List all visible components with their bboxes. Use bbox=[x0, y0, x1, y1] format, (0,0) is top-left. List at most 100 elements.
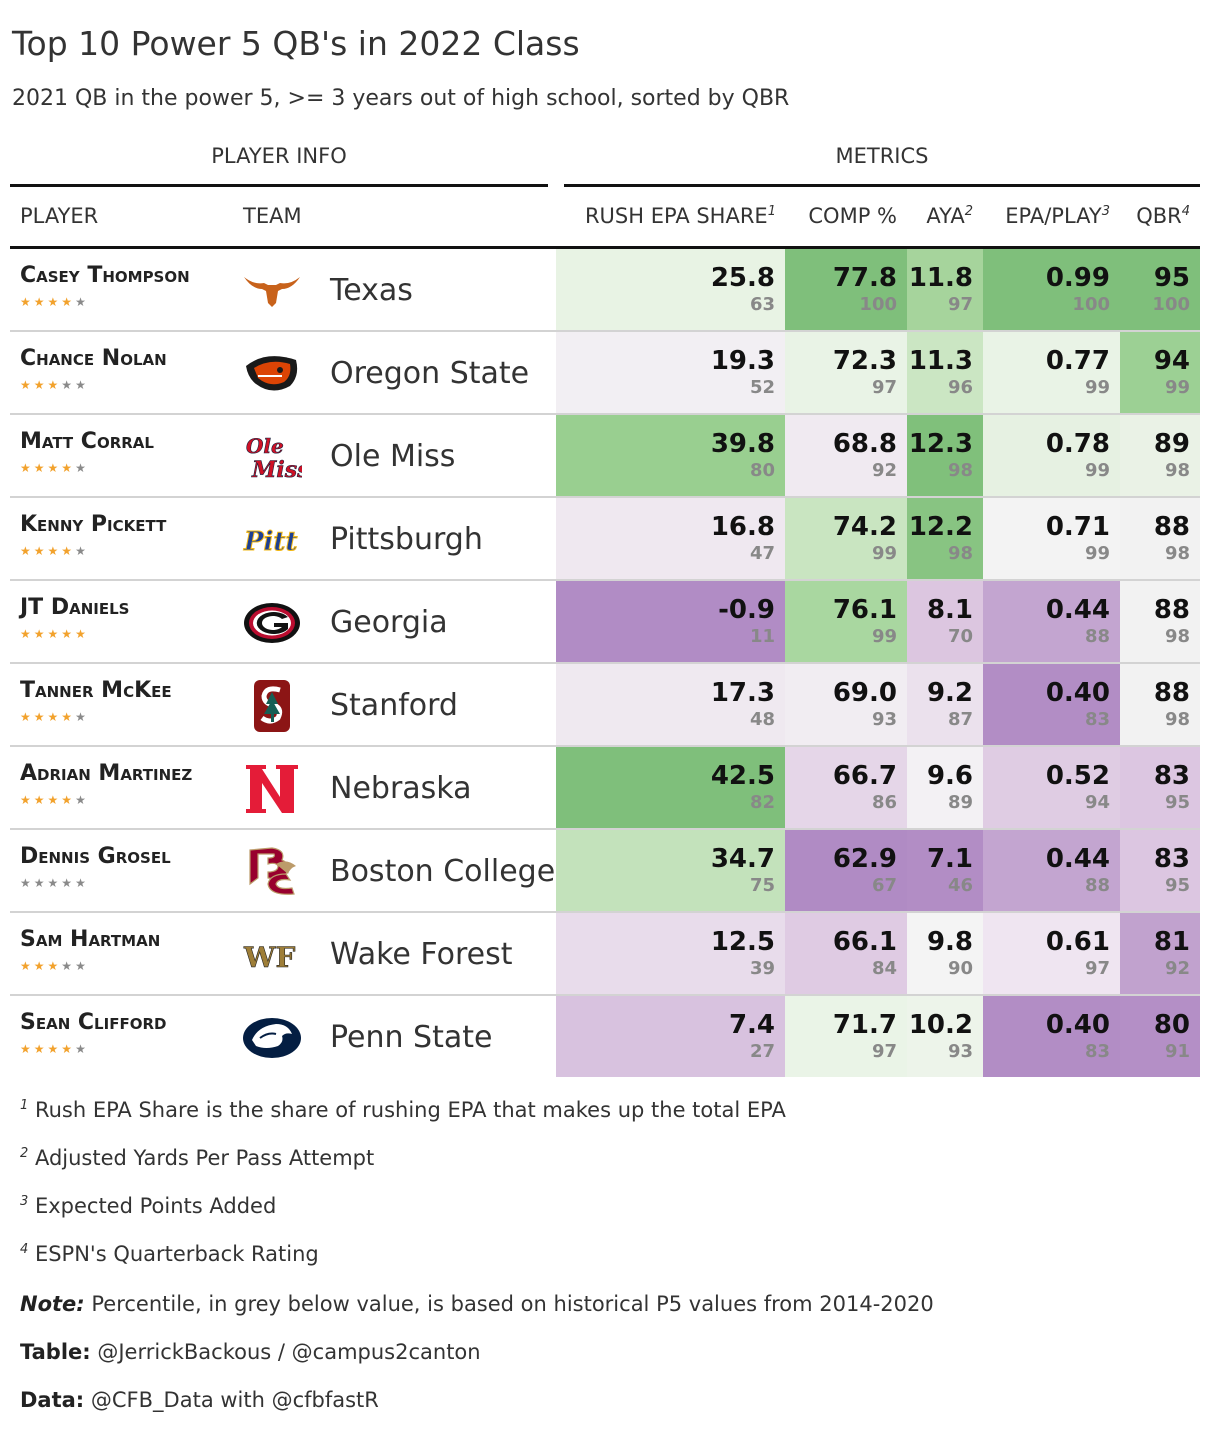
cell-rush-epa: 17.3 48 bbox=[556, 664, 785, 745]
comp-percentile: 67 bbox=[871, 875, 897, 896]
aya-value: 12.3 bbox=[908, 429, 973, 459]
rush-epa-percentile: 11 bbox=[749, 626, 775, 647]
cell-comp: 76.1 99 bbox=[785, 581, 907, 662]
cell-rush-epa: 39.8 80 bbox=[556, 415, 785, 496]
cell-rush-epa: 19.3 52 bbox=[556, 332, 785, 413]
cell-qbr: 89 98 bbox=[1120, 415, 1200, 496]
cell-aya: 9.8 90 bbox=[907, 913, 983, 994]
rush-epa-percentile: 80 bbox=[749, 460, 775, 481]
comp-percentile: 99 bbox=[871, 626, 897, 647]
page-subtitle: 2021 QB in the power 5, >= 3 years out o… bbox=[12, 86, 790, 111]
source-note: Table: @JerrickBackous / @campus2canton bbox=[20, 1340, 481, 1364]
cell-qbr: 80 91 bbox=[1120, 996, 1200, 1077]
cell-comp: 77.8 100 bbox=[785, 249, 907, 330]
epa-play-percentile: 88 bbox=[1084, 626, 1110, 647]
rush-epa-percentile: 63 bbox=[749, 294, 775, 315]
player-name: Matt Corral bbox=[20, 429, 154, 454]
star-icon: ★ bbox=[75, 1042, 89, 1056]
epa-play-percentile: 97 bbox=[1084, 958, 1110, 979]
row-divider bbox=[10, 662, 1200, 664]
cell-epa-play: 0.40 83 bbox=[983, 664, 1120, 745]
comp-value: 76.1 bbox=[832, 595, 897, 625]
star-icon: ★ bbox=[47, 461, 62, 475]
cell-aya: 10.2 93 bbox=[907, 996, 983, 1077]
row-divider bbox=[10, 828, 1200, 830]
cell-rush-epa: -0.9 11 bbox=[556, 581, 785, 662]
qbr-value: 83 bbox=[1153, 761, 1190, 791]
star-rating: ★★★★★ bbox=[20, 710, 89, 724]
star-icon: ★ bbox=[61, 461, 76, 475]
star-rating: ★★★★★ bbox=[20, 627, 89, 641]
cell-comp: 62.9 67 bbox=[785, 830, 907, 911]
cell-epa-play: 0.61 97 bbox=[983, 913, 1120, 994]
cell-qbr: 88 98 bbox=[1120, 498, 1200, 579]
aya-value: 8.1 bbox=[926, 595, 973, 625]
rush-epa-value: 34.7 bbox=[710, 844, 775, 874]
aya-value: 11.8 bbox=[908, 263, 973, 293]
star-icon: ★ bbox=[75, 544, 89, 558]
aya-percentile: 93 bbox=[947, 1041, 973, 1062]
cell-epa-play: 0.44 88 bbox=[983, 581, 1120, 662]
comp-percentile: 100 bbox=[859, 294, 897, 315]
star-icon: ★ bbox=[20, 1042, 34, 1056]
rush-epa-percentile: 82 bbox=[749, 792, 775, 813]
star-icon: ★ bbox=[47, 959, 62, 973]
cell-aya: 9.6 89 bbox=[907, 747, 983, 828]
cell-rush-epa: 12.5 39 bbox=[556, 913, 785, 994]
star-icon: ★ bbox=[75, 627, 89, 641]
row-divider bbox=[10, 994, 1200, 996]
cell-qbr: 81 92 bbox=[1120, 913, 1200, 994]
star-icon: ★ bbox=[33, 959, 48, 973]
col-header-player: PLAYER bbox=[20, 204, 99, 228]
comp-percentile: 99 bbox=[871, 543, 897, 564]
cell-rush-epa: 16.8 47 bbox=[556, 498, 785, 579]
comp-value: 72.3 bbox=[832, 346, 897, 376]
star-icon: ★ bbox=[61, 710, 76, 724]
aya-value: 9.6 bbox=[926, 761, 973, 791]
row-divider bbox=[10, 579, 1200, 581]
table-row: -0.9 11 76.1 99 8.1 70 0.44 88 88 98 JT Daniels ★★★… bbox=[10, 581, 1200, 664]
player-name: Sam Hartman bbox=[20, 927, 161, 952]
comp-value: 74.2 bbox=[832, 512, 897, 542]
cell-comp: 66.7 86 bbox=[785, 747, 907, 828]
table-row: 39.8 80 68.8 92 12.3 98 0.78 99 89 98 Matt Corral ★… bbox=[10, 415, 1200, 498]
qbr-percentile: 100 bbox=[1152, 294, 1190, 315]
star-icon: ★ bbox=[47, 1042, 62, 1056]
qbr-percentile: 98 bbox=[1164, 626, 1190, 647]
team-name: Pittsburgh bbox=[330, 522, 483, 557]
star-icon: ★ bbox=[61, 544, 76, 558]
aya-percentile: 46 bbox=[947, 875, 973, 896]
svg-text:Ole: Ole bbox=[246, 434, 284, 458]
qbr-value: 83 bbox=[1153, 844, 1190, 874]
row-divider bbox=[10, 330, 1200, 332]
team-name: Oregon State bbox=[330, 356, 530, 391]
spanner-metrics: METRICS bbox=[835, 144, 929, 168]
qbr-value: 81 bbox=[1153, 927, 1190, 957]
rush-epa-value: 19.3 bbox=[710, 346, 775, 376]
star-icon: ★ bbox=[33, 544, 48, 558]
star-icon: ★ bbox=[61, 876, 76, 890]
epa-play-percentile: 88 bbox=[1084, 875, 1110, 896]
star-icon: ★ bbox=[75, 710, 89, 724]
player-name: Casey Thompson bbox=[20, 263, 190, 288]
star-icon: ★ bbox=[33, 1042, 48, 1056]
star-icon: ★ bbox=[33, 710, 48, 724]
epa-play-value: 0.77 bbox=[1045, 346, 1110, 376]
team-name: Penn State bbox=[330, 1020, 493, 1055]
star-icon: ★ bbox=[20, 378, 34, 392]
star-icon: ★ bbox=[33, 295, 48, 309]
source-note: Note: Percentile, in grey below value, i… bbox=[20, 1292, 934, 1316]
player-name: Chance Nolan bbox=[20, 346, 167, 371]
aya-percentile: 98 bbox=[947, 460, 973, 481]
star-icon: ★ bbox=[47, 876, 62, 890]
star-rating: ★★★★★ bbox=[20, 461, 89, 475]
qbr-value: 95 bbox=[1153, 263, 1190, 293]
star-rating: ★★★★★ bbox=[20, 295, 89, 309]
table-row: 17.3 48 69.0 93 9.2 87 0.40 83 88 98 Tanner McKee ★… bbox=[10, 664, 1200, 747]
star-rating: ★★★★★ bbox=[20, 876, 89, 890]
star-icon: ★ bbox=[47, 544, 62, 558]
cell-qbr: 83 95 bbox=[1120, 830, 1200, 911]
rush-epa-percentile: 48 bbox=[749, 709, 775, 730]
star-icon: ★ bbox=[47, 295, 62, 309]
aya-percentile: 89 bbox=[947, 792, 973, 813]
